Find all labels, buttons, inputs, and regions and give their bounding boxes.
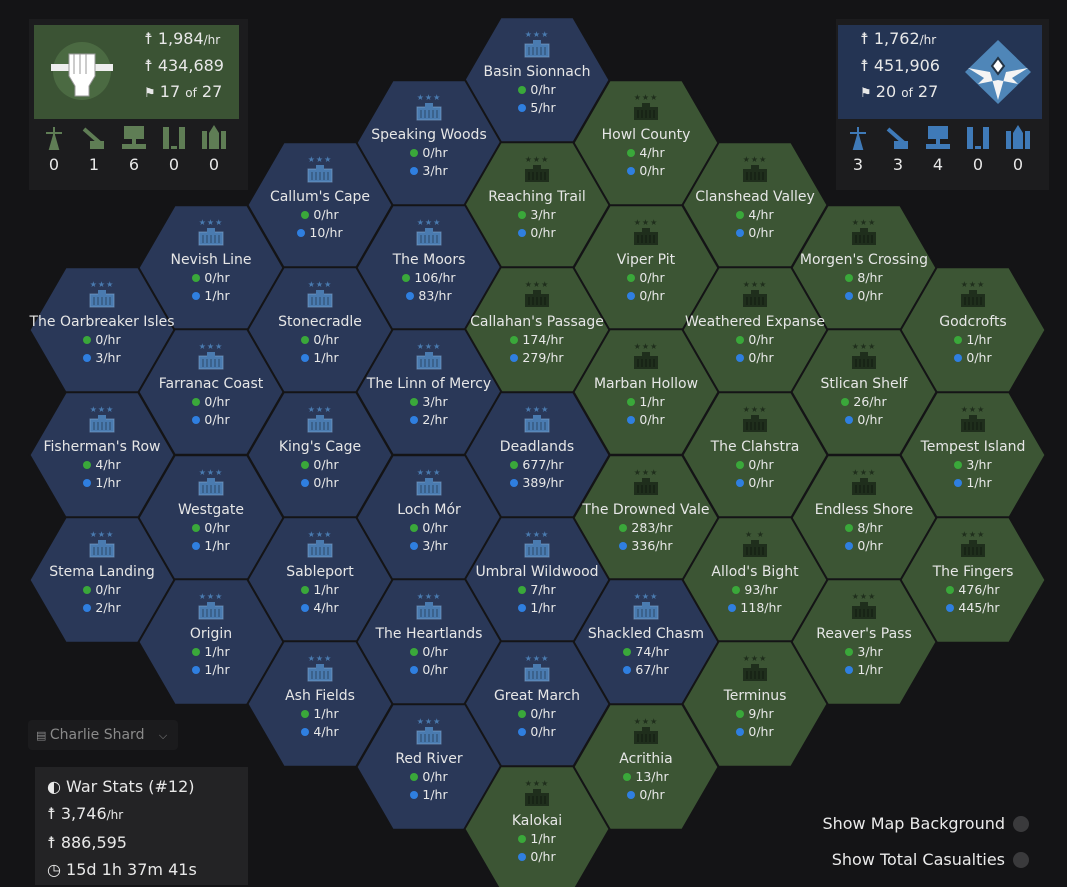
- casualty-icon: ☨: [47, 804, 61, 823]
- toggle-switch[interactable]: [1013, 851, 1029, 868]
- warden-summary: ☨ 1,762/hr ☨ 451,906 ⚑ 20 of 27: [838, 25, 1042, 119]
- casualty-icon: ☨: [860, 29, 874, 48]
- artillery-icon: [878, 123, 918, 151]
- structure-count: 3: [878, 123, 918, 174]
- chevron-down-icon: ⌵: [158, 729, 168, 742]
- flag-icon: ⚑: [144, 86, 160, 101]
- intel-center-icon: [918, 123, 958, 151]
- shield-icon: ◐: [47, 777, 67, 796]
- structure-count: 0: [34, 123, 74, 174]
- structure-count: 0: [194, 123, 234, 174]
- artillery-icon: [74, 123, 114, 151]
- structure-count: 0: [958, 123, 998, 174]
- casualty-icon: ☨: [144, 29, 158, 48]
- clock-icon: ◷: [47, 860, 67, 879]
- warden-casualties-total: ☨ 451,906: [860, 56, 940, 75]
- toggle-map-background[interactable]: Show Map Background: [822, 814, 1029, 833]
- structure-count: 0: [154, 123, 194, 174]
- casualty-icon: ☨: [144, 56, 158, 75]
- radio-tower-icon: [838, 123, 878, 151]
- casualty-icon: ☨: [47, 833, 61, 852]
- rocket-launch-icon: [998, 123, 1038, 151]
- intel-center-icon: [114, 123, 154, 151]
- war-duration: 15d 1h 37m 41s: [66, 860, 197, 879]
- region-hex[interactable]: [463, 765, 611, 887]
- warden-emblem-icon: [963, 38, 1033, 110]
- colonial-emblem-icon: [47, 40, 117, 106]
- rocket-site-icon: [958, 123, 998, 151]
- toggle-switch[interactable]: [1013, 815, 1029, 832]
- war-stats-title: War Stats (#12): [66, 777, 195, 796]
- colonial-towns: ⚑ 17 of 27: [144, 82, 223, 101]
- warden-casualty-rate: ☨ 1,762/hr: [860, 29, 937, 48]
- colonial-casualties-total: ☨ 434,689: [144, 56, 224, 75]
- structure-count: 4: [918, 123, 958, 174]
- colonial-summary: ☨ 1,984/hr ☨ 434,689 ⚑ 17 of 27: [34, 25, 239, 119]
- structure-count: 0: [998, 123, 1038, 174]
- rocket-launch-icon: [194, 123, 234, 151]
- colonial-casualty-rate: ☨ 1,984/hr: [144, 29, 221, 48]
- shard-selector[interactable]: ▤ Charlie Shard ⌵: [28, 720, 178, 750]
- structure-count: 3: [838, 123, 878, 174]
- structure-count: 6: [114, 123, 154, 174]
- flag-icon: ⚑: [860, 86, 876, 101]
- server-icon: ▤: [36, 729, 50, 742]
- war-stats-panel: ◐ War Stats (#12) ☨ 3,746/hr ☨ 886,595 ◷…: [35, 767, 248, 885]
- radio-tower-icon: [34, 123, 74, 151]
- toggle-total-casualties[interactable]: Show Total Casualties: [832, 850, 1029, 869]
- structure-count: 1: [74, 123, 114, 174]
- warden-towns: ⚑ 20 of 27: [860, 82, 939, 101]
- rocket-site-icon: [154, 123, 194, 151]
- casualty-icon: ☨: [860, 56, 874, 75]
